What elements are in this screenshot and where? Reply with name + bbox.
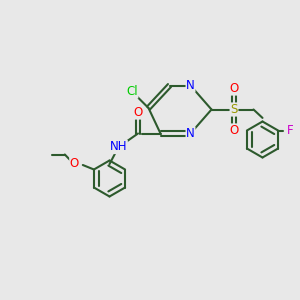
Text: O: O (134, 106, 142, 119)
Text: O: O (70, 157, 79, 170)
Text: NH: NH (110, 140, 127, 154)
Text: N: N (186, 127, 195, 140)
Text: N: N (186, 79, 195, 92)
Text: Cl: Cl (126, 85, 138, 98)
Text: S: S (230, 103, 238, 116)
Text: O: O (230, 82, 238, 95)
Text: F: F (287, 124, 293, 137)
Text: O: O (230, 124, 238, 137)
